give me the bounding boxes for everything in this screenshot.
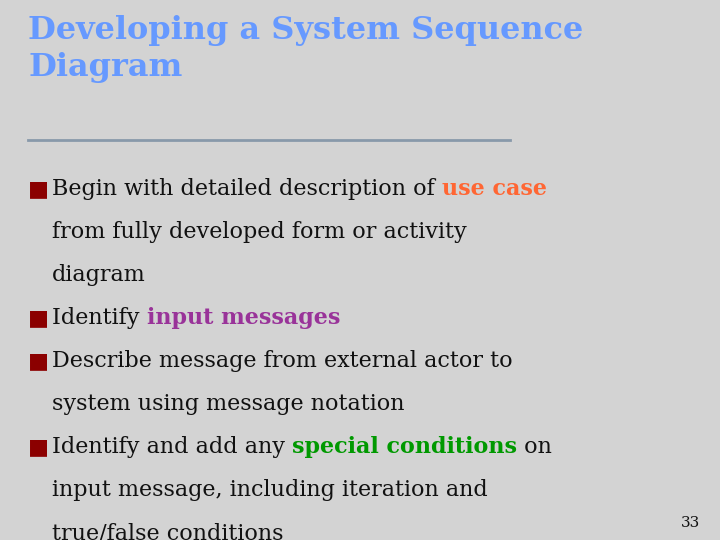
Text: diagram: diagram [52, 264, 145, 286]
Text: ■: ■ [28, 350, 49, 372]
Text: Developing a System Sequence
Diagram: Developing a System Sequence Diagram [28, 15, 583, 83]
Text: ■: ■ [28, 178, 49, 200]
Text: from fully developed form or activity: from fully developed form or activity [52, 221, 467, 243]
Text: Begin with detailed description of: Begin with detailed description of [52, 178, 442, 200]
Text: ■: ■ [28, 307, 49, 329]
Text: input messages: input messages [147, 307, 340, 329]
Text: Identify and add any: Identify and add any [52, 436, 292, 458]
Text: special conditions: special conditions [292, 436, 517, 458]
Text: use case: use case [442, 178, 547, 200]
Text: true/false conditions: true/false conditions [52, 522, 284, 540]
Text: 33: 33 [680, 516, 700, 530]
Text: system using message notation: system using message notation [52, 393, 405, 415]
Text: ■: ■ [28, 436, 49, 458]
Text: Identify: Identify [52, 307, 147, 329]
Text: Describe message from external actor to: Describe message from external actor to [52, 350, 513, 372]
Text: on: on [517, 436, 552, 458]
Text: input message, including iteration and: input message, including iteration and [52, 479, 487, 501]
